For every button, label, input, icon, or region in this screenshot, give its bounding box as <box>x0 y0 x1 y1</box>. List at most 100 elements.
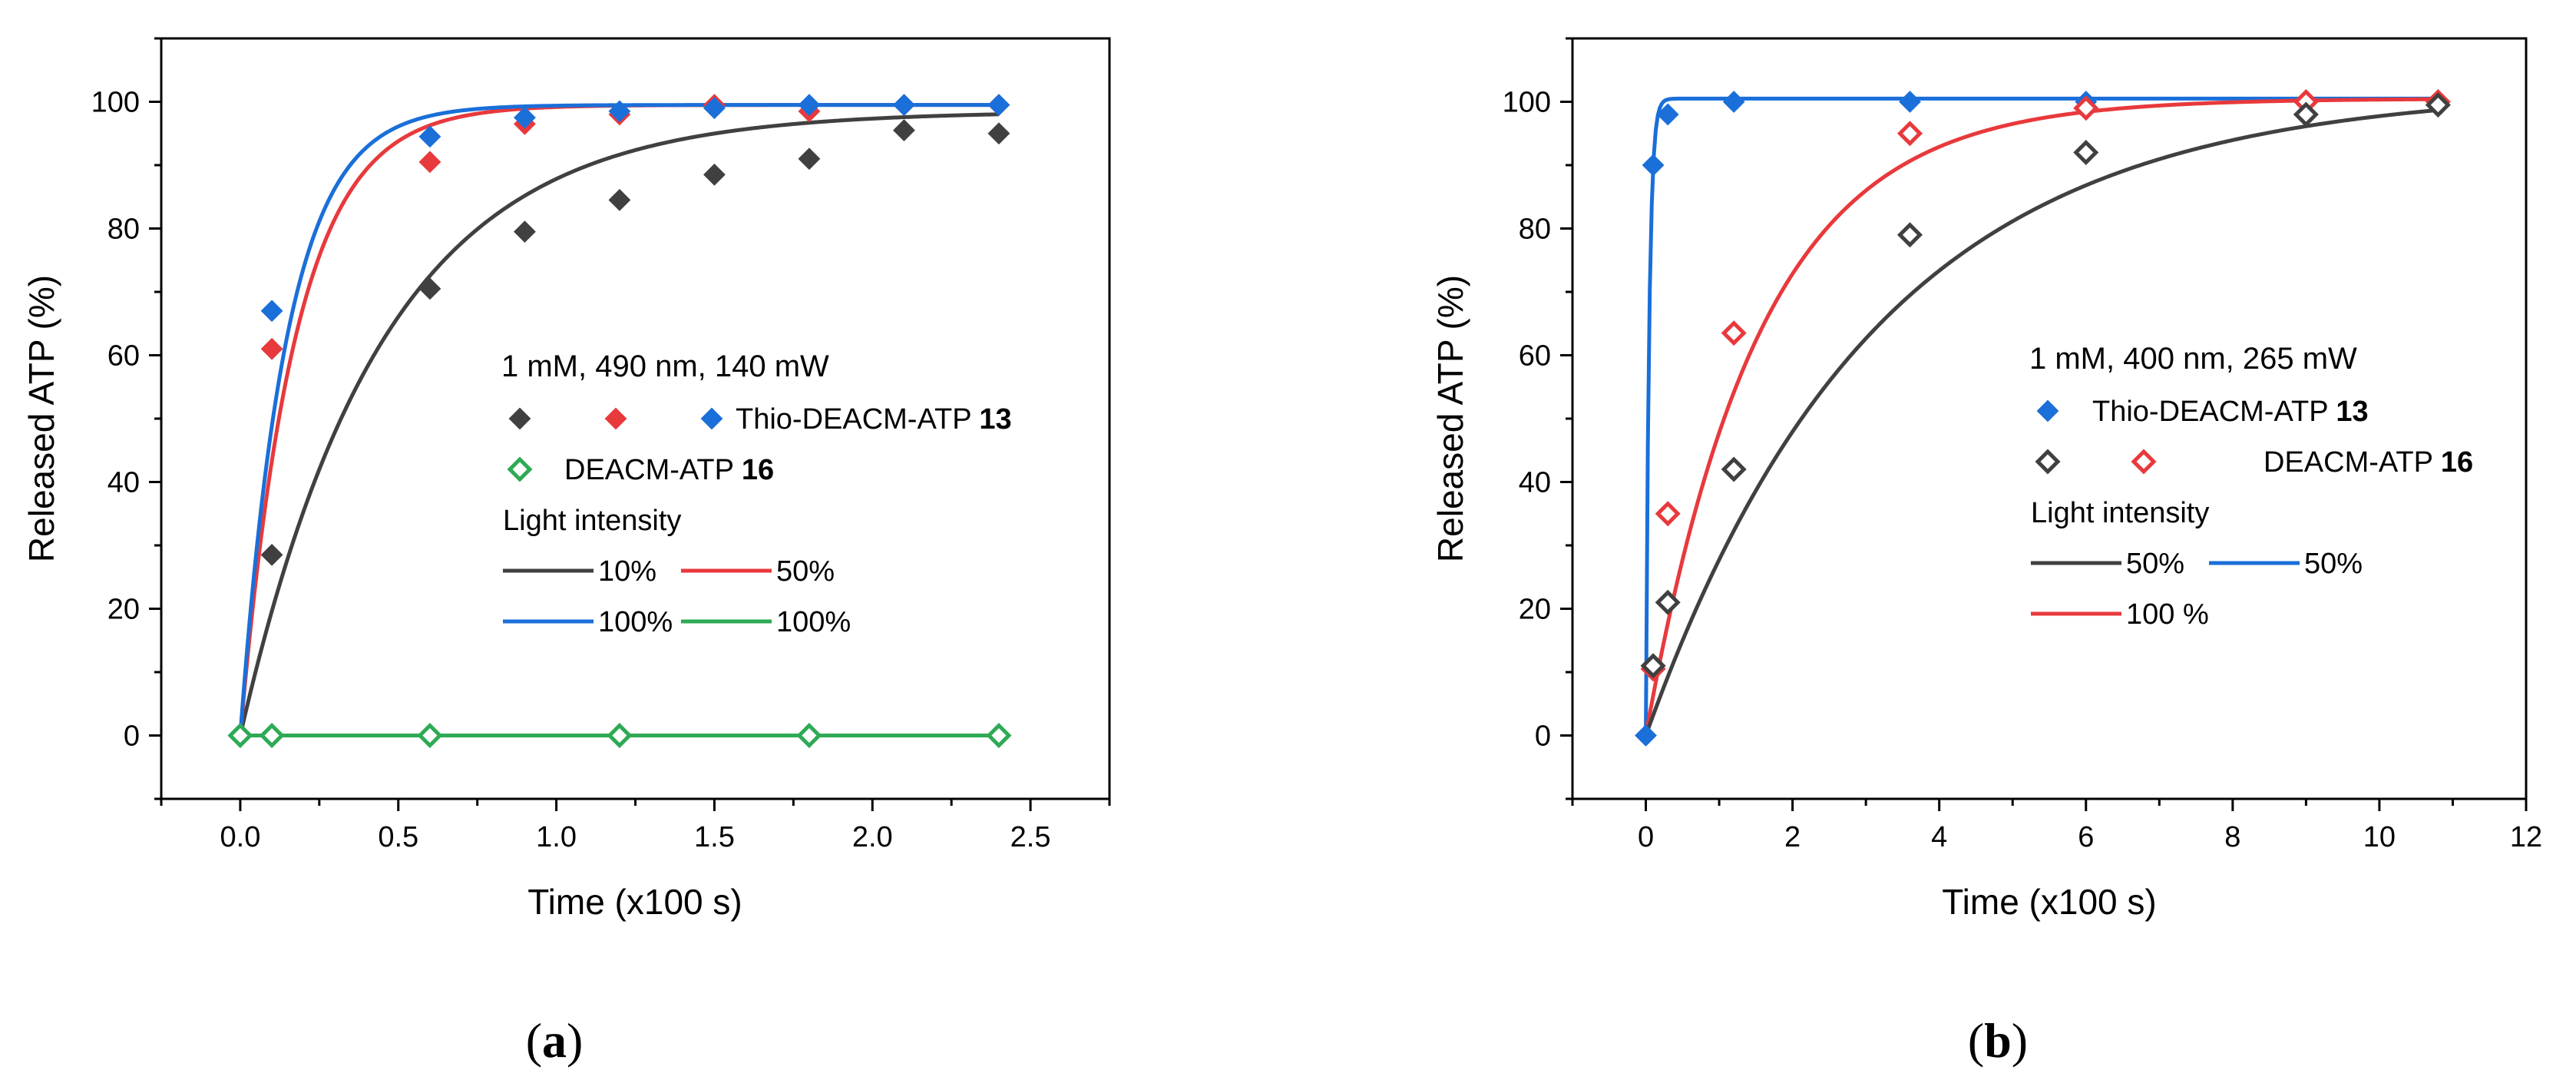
data-point <box>986 722 1012 749</box>
data-point <box>418 125 441 148</box>
panel-letter-a: a <box>542 1013 567 1068</box>
legend-line-label: 50% <box>776 555 835 588</box>
x-tick-label: 1.5 <box>694 821 735 853</box>
fit-curve <box>238 112 999 737</box>
data-point <box>1655 589 1681 615</box>
plot-area: 0 2 4 6 8 10 12 0 20 40 60 80 100 <box>1503 37 2542 853</box>
data-point <box>703 163 726 186</box>
data-point <box>1721 456 1747 482</box>
data-point <box>1722 91 1745 113</box>
legend-line-label: 50% <box>2304 548 2363 580</box>
data-point <box>1721 320 1747 346</box>
data-point <box>1899 91 1921 113</box>
x-tick-label: 2 <box>1784 821 1801 853</box>
legend-line-label: 100% <box>598 606 673 638</box>
plot-area: 0.0 0.5 1.0 1.5 2.0 2.5 0 20 40 60 80 100 <box>91 37 1111 853</box>
data-point <box>608 100 631 123</box>
x-tick-label: 4 <box>1931 821 1947 853</box>
y-axis-title: Released ATP (%) <box>1430 275 1470 562</box>
data-point <box>2073 95 2099 121</box>
legend-condition: 1 mM, 490 nm, 140 mW <box>501 350 829 383</box>
data-point <box>987 94 1010 117</box>
data-point <box>418 277 441 300</box>
data-point <box>703 97 726 120</box>
svg-text:(b): (b) <box>1968 1013 2028 1068</box>
x-axis-title: Time (x100 s) <box>527 882 742 922</box>
data-point <box>893 94 915 117</box>
data-point <box>514 106 536 129</box>
y-tick-label: 40 <box>1519 467 1551 499</box>
chart-panel-b: 0 2 4 6 8 10 12 0 20 40 60 80 100 Time (x100 s) Rele… <box>1430 37 2542 922</box>
data-point <box>514 220 536 243</box>
x-tick-label: 6 <box>2078 821 2094 853</box>
x-tick-label: 2.5 <box>1010 821 1051 853</box>
legend-marker <box>507 456 533 482</box>
legend-line-label: 10% <box>598 555 656 588</box>
legend-line-label: 50% <box>2126 548 2184 580</box>
x-tick-label: 12 <box>2510 821 2542 853</box>
legend-condition: 1 mM, 400 nm, 265 mW <box>2029 342 2357 376</box>
x-tick-label: 0.0 <box>220 821 261 853</box>
chart-panel-a: 0.0 0.5 1.0 1.5 2.0 2.5 0 20 40 60 80 100 Time (x10… <box>21 37 1111 922</box>
legend-entry-label: Thio-DEACM-ATP 13 <box>2092 396 2369 428</box>
x-tick-label: 1.0 <box>536 821 577 853</box>
y-tick-label: 100 <box>1503 87 1551 119</box>
data-point <box>987 122 1010 145</box>
y-tick-label: 60 <box>107 340 140 373</box>
y-tick-label: 80 <box>107 214 140 246</box>
legend-marker <box>2035 449 2061 475</box>
data-point <box>608 188 631 211</box>
data-point <box>1896 121 1923 147</box>
data-point <box>798 94 821 117</box>
legend-entry-label: DEACM-ATP 16 <box>564 454 774 486</box>
data-point <box>796 722 822 749</box>
data-point <box>260 300 283 323</box>
legend-marker <box>2131 449 2157 475</box>
legend-entry-label: Thio-DEACM-ATP 13 <box>736 403 1012 436</box>
x-tick-label: 2.0 <box>852 821 893 853</box>
legend-intensity-title: Light intensity <box>503 505 681 537</box>
x-tick-label: 8 <box>2224 821 2240 853</box>
legend-marker <box>700 407 723 430</box>
panel-caption-a: (a) <box>526 1013 584 1068</box>
legend: 1 mM, 400 nm, 265 mW Thio-DEACM-ATP 13 DEA… <box>2029 342 2473 631</box>
data-point <box>2293 101 2319 128</box>
y-tick-label: 20 <box>1519 594 1551 626</box>
data-point <box>1656 103 1679 126</box>
data-point <box>417 722 443 749</box>
data-point <box>2425 92 2451 118</box>
legend-line-label: 100% <box>776 606 851 638</box>
data-point <box>798 147 821 171</box>
data-point <box>1640 653 1666 679</box>
y-tick-label: 0 <box>124 721 140 753</box>
data-point <box>260 337 283 360</box>
data-point <box>607 722 633 749</box>
data-point <box>418 151 441 174</box>
legend-entry-label: DEACM-ATP 16 <box>2264 446 2473 479</box>
data-point <box>1655 501 1681 527</box>
x-tick-label: 0 <box>1638 821 1654 853</box>
data-point <box>1896 222 1923 248</box>
panel-letter-b: b <box>1984 1013 2012 1068</box>
data-point <box>227 722 253 749</box>
data-point <box>2073 139 2099 166</box>
y-tick-label: 60 <box>1519 340 1551 373</box>
y-tick-label: 40 <box>107 467 140 499</box>
svg-text:(a): (a) <box>526 1013 584 1068</box>
legend-marker <box>604 407 627 430</box>
legend-line-label: 100 % <box>2126 598 2209 631</box>
x-tick-label: 0.5 <box>378 821 418 853</box>
y-tick-label: 80 <box>1519 214 1551 246</box>
x-tick-label: 10 <box>2363 821 2396 853</box>
data-point <box>893 119 915 142</box>
y-tick-label: 0 <box>1535 721 1551 753</box>
panel-caption-b: (b) <box>1968 1013 2028 1068</box>
legend: 1 mM, 490 nm, 140 mW Thio-DEACM-ATP 13 DEA… <box>501 350 1012 638</box>
data-point <box>1642 154 1665 177</box>
x-axis-title: Time (x100 s) <box>1942 882 2156 922</box>
legend-marker <box>2036 399 2059 422</box>
y-axis-title: Released ATP (%) <box>21 275 61 562</box>
data-point <box>1635 724 1657 747</box>
legend-intensity-title: Light intensity <box>2031 497 2209 529</box>
